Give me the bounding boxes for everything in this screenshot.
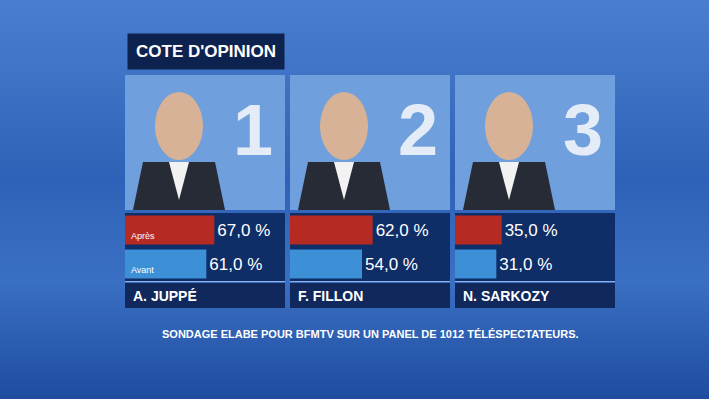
svg-text:1: 1 <box>233 90 273 170</box>
svg-text:Après: Après <box>131 231 155 241</box>
svg-text:31,0 %: 31,0 % <box>499 255 552 274</box>
svg-text:A. JUPPÉ: A. JUPPÉ <box>133 288 197 304</box>
svg-text:61,0 %: 61,0 % <box>209 255 262 274</box>
svg-text:F. FILLON: F. FILLON <box>298 288 363 304</box>
svg-text:3: 3 <box>563 90 603 170</box>
svg-text:2: 2 <box>398 90 438 170</box>
svg-text:COTE D'OPINION: COTE D'OPINION <box>136 42 276 61</box>
svg-text:N. SARKOZY: N. SARKOZY <box>463 288 550 304</box>
svg-text:35,0 %: 35,0 % <box>505 221 558 240</box>
svg-text:62,0 %: 62,0 % <box>376 221 429 240</box>
svg-text:54,0 %: 54,0 % <box>365 255 418 274</box>
svg-text:67,0 %: 67,0 % <box>217 221 270 240</box>
svg-text:Avant: Avant <box>131 265 154 275</box>
svg-text:SONDAGE ELABE POUR BFMTV SUR U: SONDAGE ELABE POUR BFMTV SUR UN PANEL DE… <box>162 328 579 340</box>
